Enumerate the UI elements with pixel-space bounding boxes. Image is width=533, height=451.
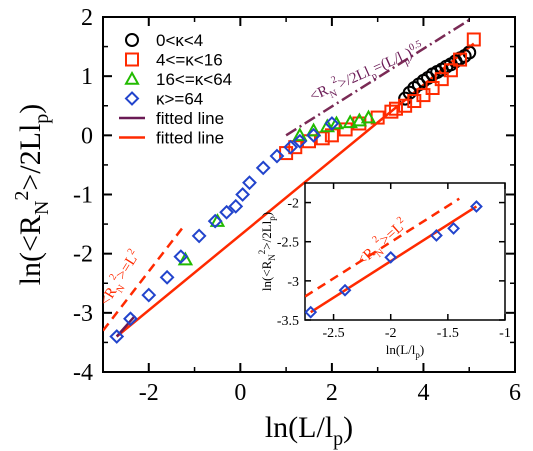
point-diamond <box>219 204 235 220</box>
point-square <box>416 88 431 103</box>
x-tick-label: 0 <box>234 380 246 406</box>
point-triangle <box>292 127 308 142</box>
point-diamond <box>123 311 138 327</box>
inset-y-tick-label: -3 <box>287 275 299 290</box>
point-diamond <box>191 228 207 244</box>
inset-plot-area <box>305 197 483 319</box>
point-triangle <box>328 115 345 130</box>
point-triangle <box>177 251 194 266</box>
point-diamond <box>159 269 175 285</box>
inset-y-tick-label: -2.5 <box>277 236 299 251</box>
y-tick-label: 0 <box>81 123 93 149</box>
inset-x-tick-label: -1 <box>499 326 511 341</box>
point-square <box>443 63 458 78</box>
y-tick-label: -3 <box>73 301 93 327</box>
inset-point-diamond <box>430 229 443 242</box>
point-diamond <box>269 148 285 164</box>
line-dashdot <box>285 18 470 137</box>
x-tick-label: 2 <box>326 380 338 406</box>
line-solid <box>115 42 475 338</box>
legend-label: κ>=64 <box>156 90 203 109</box>
x-axis-label: ln(L/lp) <box>265 411 353 450</box>
inset-x-tick-label: -2 <box>385 326 397 341</box>
inset-point-diamond <box>470 200 483 213</box>
legend-label: 0<κ<4 <box>156 31 203 50</box>
point-square <box>388 101 403 116</box>
y-axis-label: ln(<RN2>/2Llp) <box>11 104 53 286</box>
inset-point-diamond <box>384 250 398 264</box>
y-tick-label: -2 <box>73 242 93 268</box>
legend-marker-square <box>125 52 139 67</box>
point-triangle <box>351 112 368 127</box>
inset-x-tick-label: -1.5 <box>437 326 459 341</box>
point-triangle <box>360 109 377 124</box>
point-square <box>398 98 413 113</box>
inset-y-axis-label: ln(<RN2>/2Llp) <box>257 212 277 291</box>
y-tick-label: 2 <box>81 5 93 31</box>
y-tick-label: -1 <box>73 183 93 209</box>
point-diamond <box>173 249 189 265</box>
legend-marker-circle <box>125 33 139 47</box>
legend-label: 4<=κ<16 <box>156 51 223 70</box>
point-square <box>434 72 449 87</box>
point-diamond <box>207 213 223 229</box>
y-tick-label: 1 <box>81 64 93 90</box>
inset-x-axis-label: ln(L/lp) <box>386 342 424 360</box>
legend-label: fitted line <box>156 109 224 128</box>
legend-marker-diamond <box>124 91 140 106</box>
point-triangle <box>305 122 322 137</box>
legend-label: fitted line <box>156 129 224 148</box>
point-square <box>425 81 440 95</box>
x-tick-label: -2 <box>139 380 159 406</box>
point-diamond <box>324 116 340 131</box>
point-diamond <box>228 198 244 214</box>
point-diamond <box>141 287 157 303</box>
point-diamond <box>235 187 251 202</box>
point-square <box>466 32 481 47</box>
point-square <box>453 52 468 67</box>
legend-marker-triangle <box>124 70 140 85</box>
point-circle <box>462 45 477 60</box>
inset-y-tick-label: -3.5 <box>277 314 299 329</box>
point-diamond <box>306 127 321 143</box>
point-circle <box>402 85 417 100</box>
legend-label: 16<=κ<64 <box>156 70 232 89</box>
point-square <box>384 104 399 119</box>
inset-y-tick-label: -2 <box>287 197 299 212</box>
point-diamond <box>242 175 257 191</box>
inset-x-tick-label: -2.5 <box>322 326 344 341</box>
point-triangle <box>342 114 358 129</box>
inset-point-diamond <box>338 283 352 297</box>
inset-point-diamond <box>305 305 318 319</box>
inset-point-diamond <box>447 221 460 235</box>
point-diamond <box>255 160 271 176</box>
inset-plot: -2.5 -2 -1.5 -1-3.5-3-2.5-2ln(L/lp)ln(<RN2>… <box>257 182 511 360</box>
line-dashed <box>103 223 187 332</box>
point-diamond <box>292 133 308 149</box>
x-tick-label: 6 <box>509 380 521 406</box>
inset-line-dashed <box>305 197 460 298</box>
y-tick-label: -4 <box>73 360 93 386</box>
main-plot-area <box>103 18 481 344</box>
point-triangle <box>319 118 336 133</box>
x-tick-label: 4 <box>417 380 429 406</box>
point-diamond <box>109 329 125 344</box>
point-diamond <box>283 139 299 155</box>
